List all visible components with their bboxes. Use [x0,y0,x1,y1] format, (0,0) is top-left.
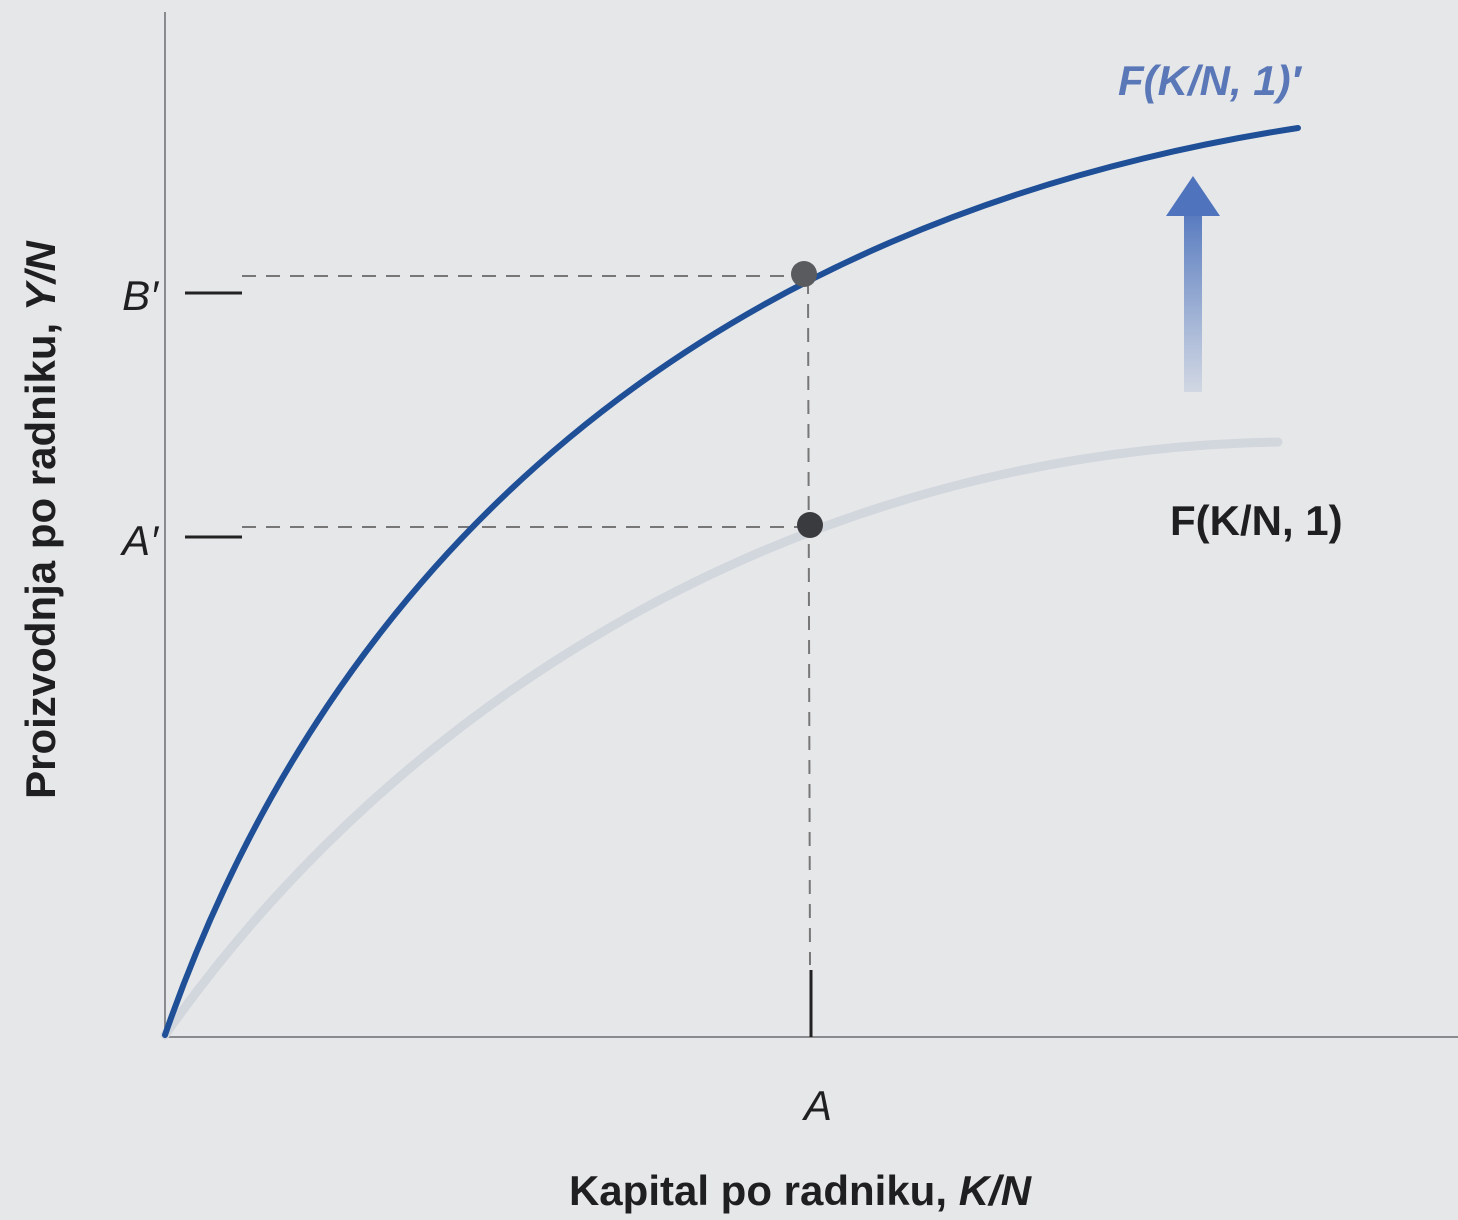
tick-label: A′ [119,517,160,564]
shift-arrow-head [1166,176,1220,216]
shift-arrow-shaft [1184,212,1202,392]
x-axis-label: Kapital po radniku, K/N [569,1167,1033,1214]
point-a [797,512,823,538]
x-axis-label-text: Kapital po radniku, [569,1167,947,1214]
curve-shifted [162,125,1301,1038]
x-axis-label-var: K/N [959,1167,1033,1214]
tick-label: A [801,1082,832,1129]
y-axis-label: Proizvodnja po radniku, Y/N [17,239,64,798]
curve-label: F(K/N, 1)′ [1118,57,1303,104]
tick-label: B′ [122,272,160,319]
curve-label: F(K/N, 1) [1170,497,1343,544]
guide-vertical [807,279,811,966]
y-axis-label-text: Proizvodnja po radniku, [17,323,64,799]
point-b [791,261,817,287]
y-axis-label-var: Y/N [17,239,64,311]
curve-original [160,437,1283,1040]
